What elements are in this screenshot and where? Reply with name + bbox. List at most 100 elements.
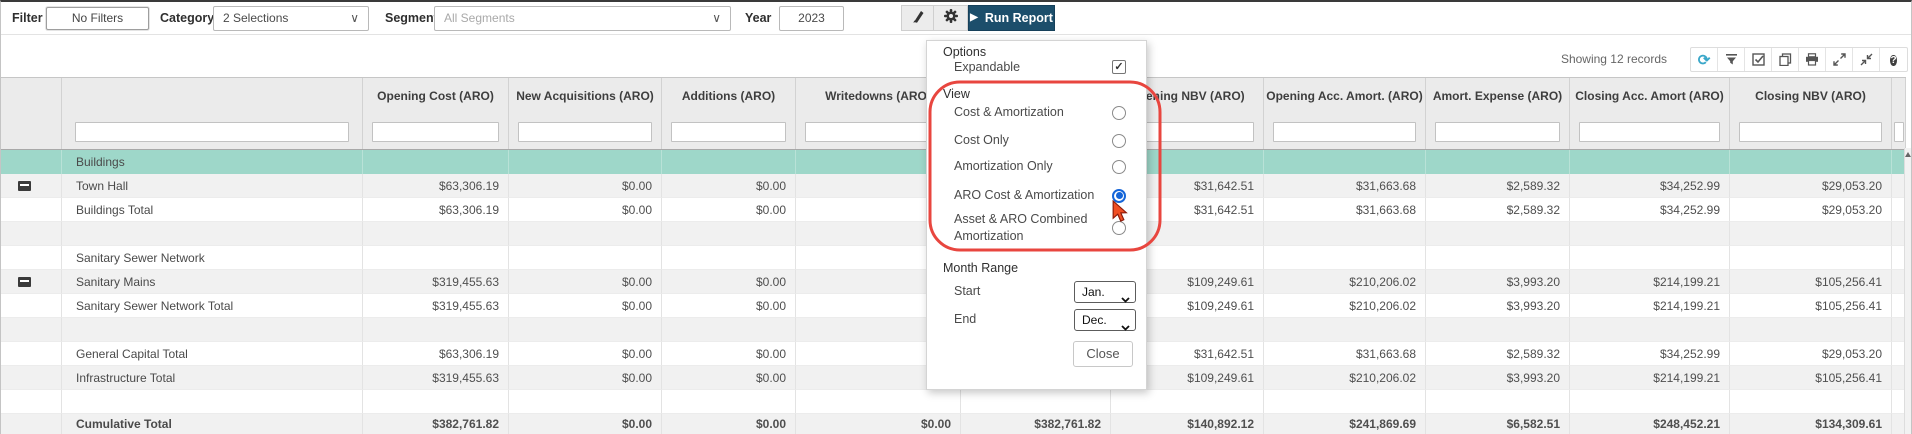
copy-button[interactable] (1772, 48, 1799, 71)
column-header[interactable]: Opening Cost (ARO) (363, 78, 509, 114)
column-filter-input[interactable] (671, 121, 786, 142)
detail-view-icon[interactable] (18, 180, 31, 191)
help-button[interactable]: ? (1880, 48, 1907, 71)
radio-button[interactable] (1112, 221, 1126, 235)
chevron-down-icon: ∨ (712, 11, 721, 25)
table-row[interactable]: Cumulative Total $382,761.82 $0.00 $0.00 $0.… (1, 414, 1906, 434)
row-name-cell (62, 222, 363, 246)
row-value-cell (662, 150, 796, 174)
filter-button[interactable] (1718, 48, 1745, 71)
column-header[interactable]: Amort. Expense (ARO) (1426, 78, 1570, 114)
radio-button[interactable] (1112, 159, 1126, 174)
style-brush-button[interactable] (901, 5, 934, 31)
row-value-cell: $382,761.82 (363, 414, 509, 434)
settings-gear-button[interactable] (934, 5, 968, 31)
column-filter-cell (1426, 114, 1570, 149)
scroll-up-icon (1905, 152, 1911, 157)
row-icon-cell (1, 222, 62, 246)
row-name-cell (62, 318, 363, 342)
row-value-cell (363, 150, 509, 174)
row-name-cell: Infrastructure Total (62, 366, 363, 390)
end-month-select[interactable]: Dec. (1074, 309, 1136, 331)
refresh-icon: ⟳ (1697, 51, 1711, 69)
view-option[interactable]: Cost Only (954, 132, 1134, 149)
column-filter-input[interactable] (1739, 121, 1882, 142)
expand-button[interactable] (1826, 48, 1853, 71)
row-name-cell: Sanitary Sewer Network (62, 246, 363, 270)
row-value-cell: $134,309.61 (1730, 414, 1892, 434)
vertical-scrollbar[interactable] (1904, 148, 1911, 434)
column-filter-input[interactable] (518, 121, 652, 142)
view-option[interactable]: Amortization Only (954, 158, 1134, 175)
radio-button[interactable] (1112, 188, 1126, 203)
segment-select[interactable]: All Segments ∨ (434, 6, 731, 31)
view-option[interactable]: ARO Cost & Amortization (954, 187, 1134, 204)
column-filter-input[interactable] (1435, 121, 1560, 142)
filter-toolbar: Filter No Filters Category 2 Selections … (1, 2, 1911, 35)
row-value-cell: $6,582.51 (1426, 414, 1570, 434)
view-option[interactable]: Asset & ARO Combined Amortization (954, 211, 1134, 245)
radio-button[interactable] (1112, 133, 1126, 148)
run-report-button[interactable]: ▶ Run Report (968, 5, 1055, 31)
row-icon-cell (1, 246, 62, 270)
column-header[interactable]: Closing NBV (ARO) (1730, 78, 1892, 114)
column-filter-input[interactable] (805, 121, 951, 142)
row-value-cell (1264, 318, 1426, 342)
row-value-cell: $248,452.21 (1570, 414, 1730, 434)
row-name-cell (62, 390, 363, 414)
no-filters-button[interactable]: No Filters (46, 7, 149, 30)
table-row[interactable] (1, 390, 1906, 414)
report-options-panel: Options Expandable ✓ View Cost & Amortiz… (926, 40, 1147, 390)
view-option-label: Cost Only (954, 133, 1009, 147)
collapse-icon (1860, 53, 1873, 66)
column-filter-input[interactable] (372, 121, 499, 142)
row-value-cell: $382,761.82 (961, 414, 1111, 434)
checked-box-button[interactable] (1745, 48, 1772, 71)
table-row[interactable]: Sanitary Sewer Network Total $319,455.63 $… (1, 294, 1906, 318)
view-option[interactable]: Cost & Amortization (954, 104, 1134, 121)
column-filter-input[interactable] (1273, 121, 1416, 142)
checked-box-icon (1751, 53, 1765, 66)
detail-view-icon[interactable] (18, 276, 31, 287)
row-value-cell: $29,053.20 (1730, 174, 1892, 198)
row-value-cell: $31,663.68 (1264, 342, 1426, 366)
column-header[interactable]: Additions (ARO) (662, 78, 796, 114)
close-button[interactable]: Close (1073, 341, 1133, 367)
row-value-cell: $63,306.19 (363, 174, 509, 198)
category-select-value: 2 Selections (223, 11, 289, 25)
start-label: Start (954, 284, 981, 298)
row-value-cell: $2,589.32 (1426, 174, 1570, 198)
radio-button[interactable] (1112, 105, 1126, 120)
row-value-cell: $0.00 (509, 414, 662, 434)
expandable-label: Expandable (954, 60, 1021, 74)
row-value-cell (363, 222, 509, 246)
row-value-cell (1570, 246, 1730, 270)
print-button[interactable] (1799, 48, 1826, 71)
start-month-select[interactable]: Jan. (1074, 281, 1136, 303)
column-header[interactable]: New Acquisitions (ARO) (509, 78, 662, 114)
row-value-cell (509, 150, 662, 174)
column-filter-cell (1730, 114, 1892, 149)
column-filter-input[interactable] (75, 121, 349, 142)
collapse-button[interactable] (1853, 48, 1880, 71)
year-input[interactable]: 2023 (779, 6, 844, 31)
row-value-cell: $0.00 (796, 414, 961, 434)
row-value-cell (662, 318, 796, 342)
brush-icon (910, 8, 925, 28)
row-value-cell: $0.00 (509, 294, 662, 318)
column-filter-cell (1, 114, 62, 149)
expandable-checkbox[interactable]: ✓ (1112, 60, 1126, 74)
column-header[interactable]: Closing Acc. Amort (ARO) (1570, 78, 1730, 114)
column-header[interactable]: Opening Acc. Amort. (ARO) (1264, 78, 1426, 114)
row-name-cell: Town Hall (62, 174, 363, 198)
column-filter-input[interactable] (1579, 121, 1720, 142)
row-value-cell: $3,993.20 (1426, 270, 1570, 294)
row-value-cell (1730, 390, 1892, 414)
column-filter-input[interactable] (1893, 121, 1904, 142)
row-value-cell (1570, 222, 1730, 246)
row-value-cell (509, 222, 662, 246)
refresh-button[interactable]: ⟳ (1691, 48, 1718, 71)
row-value-cell: $210,206.02 (1264, 270, 1426, 294)
category-select[interactable]: 2 Selections ∨ (213, 6, 369, 31)
